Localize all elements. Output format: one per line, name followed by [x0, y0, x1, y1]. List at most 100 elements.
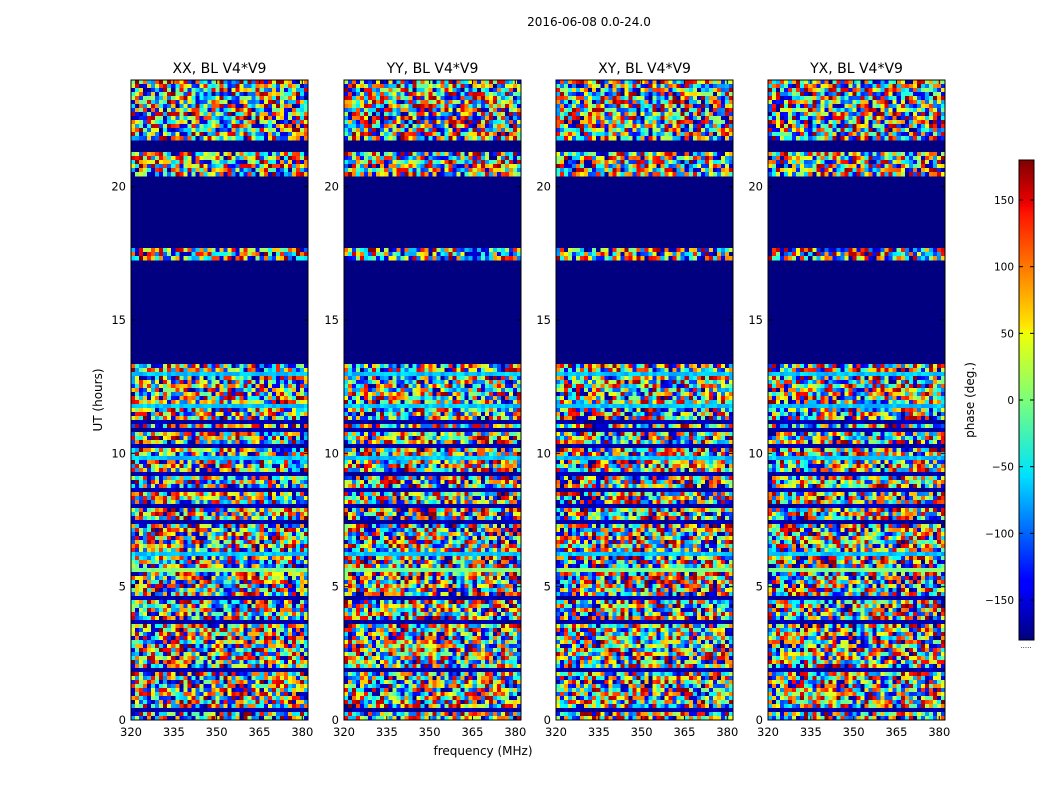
heatmap-cell [224, 612, 228, 616]
heatmap-cell [232, 500, 236, 504]
heatmap-cell [211, 484, 215, 488]
heatmap-cell [268, 652, 272, 656]
heatmap-cell [187, 152, 191, 156]
heatmap-cell [244, 120, 248, 124]
heatmap-cell [260, 364, 264, 368]
heatmap-cell [163, 88, 167, 92]
heatmap-cell [147, 668, 151, 672]
heatmap-cell [260, 112, 264, 116]
heatmap-cell [135, 624, 139, 628]
heatmap-cell [155, 112, 159, 116]
heatmap-cell [199, 596, 203, 600]
heatmap-cell [276, 612, 280, 616]
heatmap-cell [264, 408, 268, 412]
heatmap-cell [300, 496, 304, 500]
heatmap-cell [199, 624, 203, 628]
heatmap-cell [167, 608, 171, 612]
heatmap-cell [207, 604, 211, 608]
heatmap-cell [207, 92, 211, 96]
heatmap-cell [131, 92, 135, 96]
heatmap-cell [163, 688, 167, 692]
heatmap-cell [211, 408, 215, 412]
heatmap-cell [183, 420, 187, 424]
heatmap-cell [288, 688, 292, 692]
heatmap-cell [179, 532, 183, 536]
heatmap-cell [260, 572, 264, 576]
heatmap-cell [296, 692, 300, 696]
heatmap-cell [228, 436, 232, 440]
heatmap-cell [187, 688, 191, 692]
heatmap-cell [179, 672, 183, 676]
heatmap-cell [211, 380, 215, 384]
heatmap-cell [167, 160, 171, 164]
heatmap-cell [151, 596, 155, 600]
heatmap-cell [203, 392, 207, 396]
heatmap-cell [143, 448, 147, 452]
heatmap-cell [256, 84, 260, 88]
heatmap-cell [211, 436, 215, 440]
heatmap-cell [236, 444, 240, 448]
heatmap-cell [248, 484, 252, 488]
heatmap-cell [272, 676, 276, 680]
heatmap-cell [131, 452, 135, 456]
heatmap-cell [276, 128, 280, 132]
heatmap-cell [195, 584, 199, 588]
heatmap-cell [207, 704, 211, 708]
heatmap-cell [232, 576, 236, 580]
heatmap-cell [143, 532, 147, 536]
heatmap-cell [268, 528, 272, 532]
heatmap-cell [248, 440, 252, 444]
heatmap-cell [155, 408, 159, 412]
heatmap-cell [183, 476, 187, 480]
heatmap-cell [187, 548, 191, 552]
heatmap-cell [159, 528, 163, 532]
heatmap-cell [224, 420, 228, 424]
heatmap-cell [272, 496, 276, 500]
heatmap-cell [207, 540, 211, 544]
heatmap-cell [248, 100, 252, 104]
heatmap-cell [211, 616, 215, 620]
heatmap-cell [155, 500, 159, 504]
heatmap-cell [284, 536, 288, 540]
heatmap-cell [276, 256, 280, 260]
heatmap-cell [244, 172, 248, 176]
heatmap-cell [224, 656, 228, 660]
heatmap-cell [232, 420, 236, 424]
heatmap-cell [131, 412, 135, 416]
heatmap-cell [224, 488, 228, 492]
heatmap-cell [256, 612, 260, 616]
heatmap-cell [175, 648, 179, 652]
heatmap-cell [171, 396, 175, 400]
heatmap-cell [167, 252, 171, 256]
heatmap-cell [199, 136, 203, 140]
heatmap-cell [131, 612, 135, 616]
heatmap-cell [207, 560, 211, 564]
heatmap-cell [264, 704, 268, 708]
heatmap-cell [280, 168, 284, 172]
heatmap-cell [280, 500, 284, 504]
heatmap-cell [191, 416, 195, 420]
heatmap-cell [248, 404, 252, 408]
heatmap-cell [244, 404, 248, 408]
heatmap-cell [276, 424, 280, 428]
heatmap-cell [228, 96, 232, 100]
heatmap-cell [199, 556, 203, 560]
heatmap-cell [244, 592, 248, 596]
heatmap-cell [240, 104, 244, 108]
heatmap-cell [167, 464, 171, 468]
heatmap-cell [163, 616, 167, 620]
heatmap-cell [244, 100, 248, 104]
heatmap-cell [228, 616, 232, 620]
heatmap-cell [211, 496, 215, 500]
heatmap-cell [151, 104, 155, 108]
heatmap-cell [131, 524, 135, 528]
heatmap-cell [167, 588, 171, 592]
heatmap-cell [187, 520, 191, 524]
heatmap-cell [211, 128, 215, 132]
heatmap-cell [248, 92, 252, 96]
heatmap-cell [220, 640, 224, 644]
heatmap-cell [199, 500, 203, 504]
heatmap-cell [236, 256, 240, 260]
heatmap-cell [276, 88, 280, 92]
heatmap-cell [248, 136, 252, 140]
